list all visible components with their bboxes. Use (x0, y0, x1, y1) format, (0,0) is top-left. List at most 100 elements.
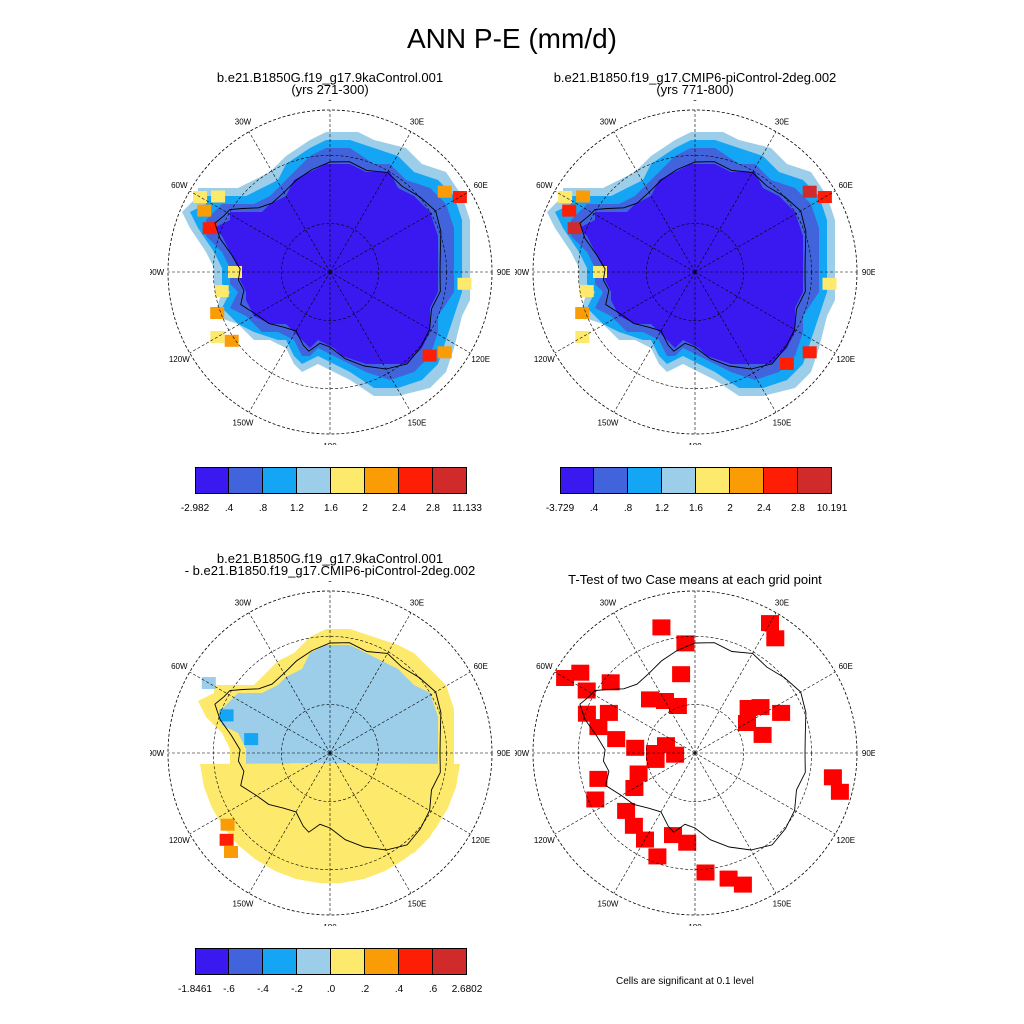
lon-label: 90W (150, 268, 165, 277)
graticule (532, 109, 858, 435)
colorbar-swatch (365, 467, 399, 494)
lon-label: 120W (534, 836, 555, 845)
colorbar-tick-label: -3.729 (545, 503, 575, 514)
lon-label: 30E (775, 117, 789, 126)
significant-cell (668, 698, 687, 714)
colorbar-swatch (263, 467, 297, 494)
colorbar-tick-label: -.6 (223, 984, 235, 995)
significant-cell (625, 780, 644, 796)
significant-cell (761, 615, 779, 632)
panel-4-title-line1: T-Test of two Case means at each grid po… (568, 572, 822, 587)
significant-cell (589, 719, 608, 736)
lon-label: 30W (235, 598, 252, 607)
colorbar-swatch (331, 467, 365, 494)
colorbar-tick-label: 1.6 (689, 503, 703, 514)
lon-label: 150E (408, 419, 427, 428)
significant-cell (672, 666, 691, 683)
lon-label: 90W (150, 749, 165, 758)
colorbar-tick-label: 1.2 (290, 503, 304, 514)
lon-label: 150E (773, 900, 792, 909)
lon-label: 60E (474, 181, 488, 190)
colorbar-swatch (331, 948, 365, 975)
lon-label: 30E (775, 598, 789, 607)
panel-1-title-line1: b.e21.B1850G.f19_g17.9kaControl.001 (216, 70, 444, 85)
significant-cell (589, 770, 608, 787)
colorbar-tick-label: -.4 (257, 984, 269, 995)
significant-cell (652, 619, 671, 636)
colorbar-swatch (297, 948, 331, 975)
significant-cell (823, 769, 842, 786)
colorbar-tick-label: 11.133 (452, 503, 482, 514)
lon-label: 90E (497, 268, 510, 277)
lon-label: 90W (515, 268, 530, 277)
lon-label: 60E (839, 662, 853, 671)
significant-cell (599, 704, 618, 721)
colorbar-swatch (433, 948, 467, 975)
significant-cell (719, 870, 738, 887)
map-panel-9ka: 0 30E 60E 90E 120E 150E 180 150W 120W 90W 60W 30W (150, 100, 510, 445)
significant-cell (641, 691, 659, 708)
colorbar-swatch (433, 467, 467, 494)
colorbar-tick-label: 10.191 (816, 503, 848, 514)
panel-3-title-line2: - b.e21.B1850.f19_g17.CMIP6-piControl-2d… (184, 563, 476, 578)
significant-cell (830, 783, 849, 800)
significant-cell (624, 817, 643, 834)
colorbar-tick-label: 2.6802 (451, 984, 483, 995)
lon-label: 150W (233, 900, 254, 909)
lon-label: 60W (536, 662, 553, 671)
graticule (532, 590, 858, 916)
lon-label: 120E (836, 836, 855, 845)
pe-field (547, 132, 837, 396)
significant-cells (556, 615, 849, 893)
pe-field (182, 132, 472, 396)
colorbar-tick-label: 2.8 (426, 503, 440, 514)
colorbar-tick-label: .4 (394, 984, 404, 995)
graticule (167, 109, 493, 435)
panel-2-title-line1: b.e21.B1850.f19_g17.CMIP6-piControl-2deg… (553, 70, 837, 85)
colorbar-swatch (730, 467, 764, 494)
lon-label: 30E (410, 117, 424, 126)
significant-cell (636, 831, 654, 848)
lon-label: 90E (862, 268, 875, 277)
colorbar-swatch (560, 467, 594, 494)
antarctic-coastline (579, 642, 807, 851)
colorbar-swatch (229, 948, 263, 975)
colorbar-tick-label: -2.982 (180, 503, 210, 514)
graticule (167, 590, 493, 916)
colorbar-swatch (399, 467, 433, 494)
colorbar-tick-label: 2.8 (791, 503, 805, 514)
colorbar-swatch (764, 467, 798, 494)
lon-label: 180 (323, 923, 337, 926)
panel-2-title-line2: (yrs 771-800) (656, 82, 734, 97)
significant-cell (648, 848, 667, 865)
lon-label: 30W (235, 117, 252, 126)
colorbar-panel-1: -2.982 .4 .8 1.2 1.6 2 2.4 2.8 11.133 (181, 467, 482, 527)
significant-cell (676, 635, 695, 652)
lon-label: 0 (693, 581, 698, 584)
colorbar-swatch (798, 467, 832, 494)
colorbar-tick-label: .4 (589, 503, 599, 514)
colorbar-swatch (365, 948, 399, 975)
lon-label: 120W (169, 836, 190, 845)
colorbar-tick-label: .4 (224, 503, 234, 514)
panel-1-title-line2: (yrs 271-300) (291, 82, 369, 97)
lon-label: 30E (410, 598, 424, 607)
antarctic-coastline (214, 161, 442, 370)
lon-label: 150W (598, 900, 619, 909)
lon-label: 0 (693, 100, 698, 103)
colorbar-swatch (195, 948, 229, 975)
colorbar-swatch (195, 467, 229, 494)
significant-cell (772, 704, 791, 721)
lon-label: 120E (836, 355, 855, 364)
lon-label: 0 (328, 581, 333, 584)
map-panel-ttest: 0 30E 60E 90E 120E 150E 180 150W 120W 90W 60W 30W (515, 581, 875, 926)
colorbar-tick-label: .0 (326, 984, 336, 995)
colorbar-tick-label: 2 (362, 503, 368, 514)
colorbar-panel-2: -3.729 .4 .8 1.2 1.6 2 2.4 2.8 10.191 (546, 467, 847, 527)
colorbar-tick-label: 2.4 (757, 503, 771, 514)
significant-cell (753, 726, 772, 743)
panel-3-title-line1: b.e21.B1850G.f19_g17.9kaControl.001 (216, 551, 444, 566)
lon-label: 60E (839, 181, 853, 190)
colorbar-tick-label: 2 (727, 503, 733, 514)
colorbar-tick-label: .6 (428, 984, 438, 995)
